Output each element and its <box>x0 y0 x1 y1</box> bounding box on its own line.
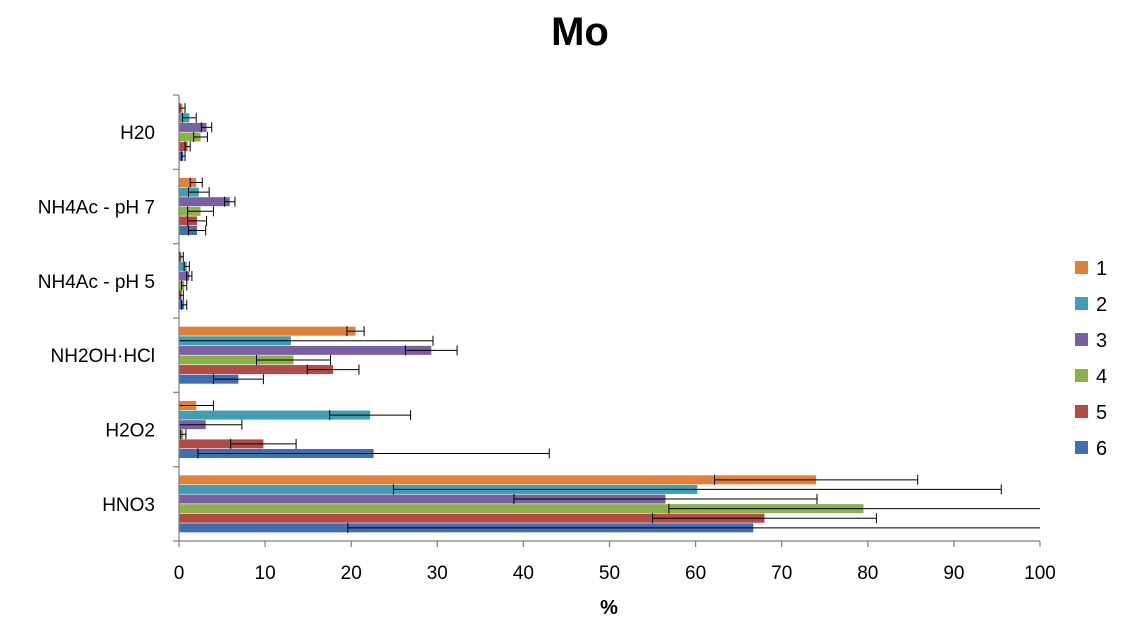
x-tick-label: 50 <box>599 563 620 584</box>
bar <box>179 504 864 514</box>
x-tick-label: 70 <box>771 563 792 584</box>
category-label: H20 <box>120 123 155 144</box>
category-label: NH2OH·HCl <box>51 346 156 367</box>
legend-swatch <box>1075 333 1088 346</box>
chart-title: Mo <box>551 10 609 54</box>
x-axis-label: % <box>600 597 618 619</box>
legend: 1 2 3 4 5 6 <box>1075 258 1107 460</box>
category-label: HNO3 <box>102 495 155 516</box>
bar <box>179 365 334 375</box>
x-tick-label: 30 <box>427 563 448 584</box>
bar <box>179 271 190 281</box>
bar <box>179 132 201 142</box>
bar <box>179 374 239 384</box>
legend-label: 5 <box>1096 402 1107 424</box>
legend-label: 6 <box>1096 438 1107 460</box>
x-tick-label: 100 <box>1024 563 1056 584</box>
x-tick-label: 20 <box>341 563 362 584</box>
legend-swatch <box>1075 441 1088 454</box>
x-tick-label: 40 <box>513 563 534 584</box>
bar <box>179 142 188 152</box>
x-tick-label: 90 <box>943 563 964 584</box>
x-tick-label: 60 <box>685 563 706 584</box>
bar <box>179 439 264 449</box>
bar <box>179 122 207 132</box>
bar <box>179 475 817 485</box>
legend-label: 3 <box>1096 330 1107 352</box>
category-label: NH4Ac - pH 7 <box>38 198 155 219</box>
bar <box>179 178 197 187</box>
bars-layer <box>178 103 1040 533</box>
category-label: H2O2 <box>105 421 155 442</box>
legend-swatch <box>1075 405 1088 418</box>
bar <box>179 410 371 420</box>
x-tick-label: 10 <box>255 563 276 584</box>
x-tick-label: 0 <box>174 563 185 584</box>
x-tick-label: 80 <box>857 563 878 584</box>
legend-swatch <box>1075 297 1088 310</box>
bar <box>179 494 666 504</box>
legend-swatch <box>1075 261 1088 274</box>
bar <box>179 326 356 336</box>
legend-swatch <box>1075 369 1088 382</box>
bar <box>179 261 187 271</box>
bar <box>179 345 432 355</box>
legend-label: 2 <box>1096 294 1107 316</box>
bar <box>179 355 294 365</box>
legend-label: 1 <box>1096 258 1107 280</box>
axes-layer: H20 NH4Ac - pH 7 NH4Ac - pH 5 NH2OH·HCl H2O2… <box>38 94 1056 584</box>
bar <box>179 197 230 207</box>
legend-label: 4 <box>1096 366 1107 388</box>
category-label: NH4Ac - pH 5 <box>38 272 155 293</box>
bar <box>179 513 765 523</box>
